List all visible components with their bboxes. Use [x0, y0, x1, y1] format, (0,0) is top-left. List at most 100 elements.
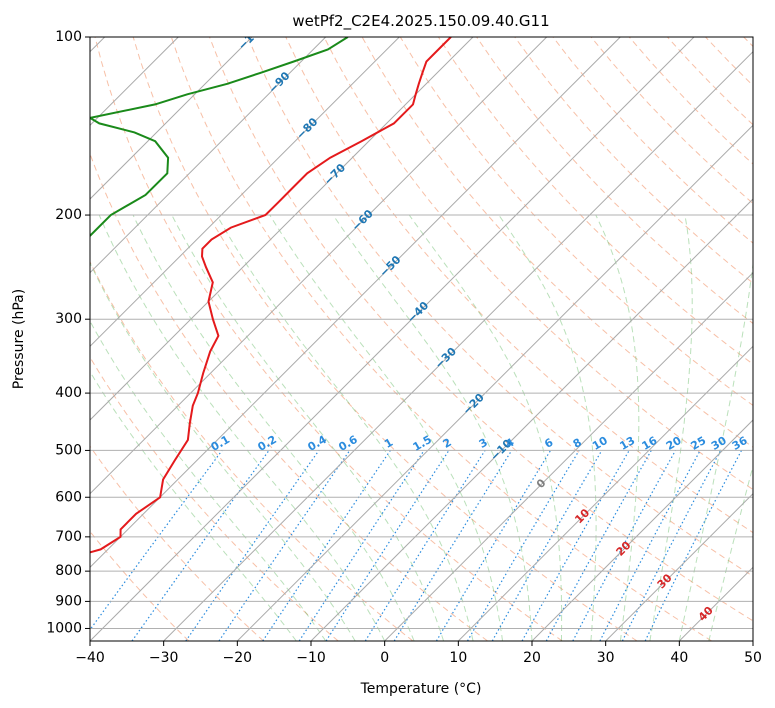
isotherm--90 [90, 37, 327, 274]
isotherm-label: −30 [432, 345, 459, 372]
dry-adiabat-20 [94, 37, 563, 641]
isotherms [90, 37, 753, 641]
moist-adiabat-36 [649, 214, 693, 641]
dry-adiabat--20 [90, 445, 264, 641]
y-axis-label: Pressure (hPa) [11, 289, 27, 389]
isotherm--10 [310, 198, 753, 641]
plot-area: −100−90−80−70−60−50−40−30−20−10010203040… [90, 37, 753, 641]
isotherm-30 [605, 492, 753, 641]
pressure-gridlines [90, 37, 753, 629]
moist-adiabat--12 [90, 370, 297, 641]
y-tick-label: 100 [55, 29, 82, 45]
temperature-profile [90, 37, 452, 554]
isotherm-0 [384, 271, 753, 641]
moist-adiabat-12 [216, 214, 474, 641]
y-tick-label: 800 [55, 563, 82, 579]
dry-adiabat-190 [743, 37, 753, 48]
mixing-ratio-line-36 [644, 450, 743, 641]
dry-adiabat-70 [285, 37, 753, 534]
mixing-ratio-line-20 [572, 450, 677, 641]
isotherm--60 [90, 37, 548, 495]
x-tick-label: −30 [149, 650, 179, 666]
y-tick-label: 1000 [46, 620, 82, 636]
moist-adiabat-16 [269, 214, 503, 641]
mixing-ratio-line-4 [393, 450, 513, 641]
dry-adiabat-80 [323, 37, 753, 491]
x-tick-label: 20 [523, 650, 541, 666]
moist-adiabat-40 [678, 260, 753, 641]
mixing-ratio-line-0.4 [185, 450, 320, 641]
mixing-ratio-line-0.6 [218, 450, 351, 641]
dry-adiabat-120 [476, 37, 753, 325]
x-tick-label: 10 [449, 650, 467, 666]
x-tick-label: 50 [744, 650, 762, 666]
mixing-ratio-line-8 [466, 450, 580, 641]
moist-adiabat-44 [708, 464, 753, 641]
y-tick-label: 500 [55, 442, 82, 458]
moist-adiabat-4 [132, 214, 415, 641]
isotherm--50 [90, 37, 621, 569]
moist-adiabat-24 [408, 214, 563, 641]
isotherm--80 [90, 37, 400, 348]
dry-adiabat-140 [552, 37, 753, 244]
mixing-ratio-line-1 [262, 450, 391, 641]
x-axis: −40 −30 −20 −10 0 10 20 30 40 50 [75, 641, 762, 666]
dry-adiabats [90, 37, 753, 641]
x-tick-label: −40 [75, 650, 105, 666]
chart-title: wetPf2_C2E4.2025.150.09.40.G11 [292, 12, 549, 31]
mixing-ratio-line-0.1 [90, 450, 223, 631]
mixing-ratio-lines [90, 450, 743, 641]
mixing-ratio-line-30 [621, 450, 722, 641]
isotherm--70 [90, 37, 474, 421]
moist-adiabat-0 [98, 214, 386, 641]
dry-adiabat-130 [514, 37, 753, 284]
isotherm--20 [236, 124, 753, 641]
dry-adiabat-50 [209, 37, 753, 622]
isotherm-50 [752, 640, 753, 641]
y-tick-label: 300 [55, 311, 82, 327]
isotherm-20 [531, 419, 753, 641]
y-tick-label: 600 [55, 489, 82, 505]
mixing-ratio-line-13 [521, 450, 630, 641]
x-tick-label: −10 [296, 650, 326, 666]
dry-adiabat-30 [132, 37, 638, 641]
plot-frame [89, 36, 754, 642]
moist-adiabat-8 [171, 214, 445, 641]
isotherm--100 [90, 37, 253, 200]
dry-adiabat-40 [170, 37, 712, 641]
isotherm--40 [90, 37, 695, 641]
moist-adiabat--8 [90, 320, 327, 641]
isotherm-label: −60 [349, 207, 376, 234]
mixing-ratio-label: 2 [441, 436, 454, 451]
x-axis-label: Temperature (°C) [360, 681, 482, 697]
mixing-ratio-line-25 [599, 450, 701, 641]
y-tick-label: 200 [55, 207, 82, 223]
moist-adiabat-20 [332, 214, 533, 641]
mixing-ratio-line-1.5 [298, 450, 425, 641]
dry-adiabat-180 [705, 37, 753, 87]
y-tick-label: 700 [55, 529, 82, 545]
sounding-series [90, 37, 452, 554]
moist-adiabat-32 [595, 214, 640, 641]
dry-adiabat-0 [90, 260, 414, 641]
mixing-ratio-label: 6 [542, 436, 555, 451]
y-axis: 100 200 300 400 500 600 700 800 900 1000 [46, 29, 90, 636]
isotherm--30 [163, 50, 753, 641]
dewpoint-profile [90, 37, 349, 238]
mixing-ratio-line-16 [545, 450, 652, 641]
x-tick-label: −20 [223, 650, 253, 666]
mixing-ratio-line-3 [364, 450, 486, 641]
x-tick-label: 30 [597, 650, 615, 666]
x-tick-label: 40 [670, 650, 688, 666]
x-tick-label: 0 [380, 650, 389, 666]
moist-adiabats [90, 214, 753, 641]
isotherm-10 [457, 345, 753, 641]
y-tick-label: 900 [55, 593, 82, 609]
dry-adiabat-110 [437, 37, 753, 365]
y-tick-label: 400 [55, 385, 82, 401]
isotherm-label: −90 [266, 69, 293, 96]
mixing-ratio-line-2 [325, 450, 450, 641]
isotherm-40 [678, 566, 753, 641]
